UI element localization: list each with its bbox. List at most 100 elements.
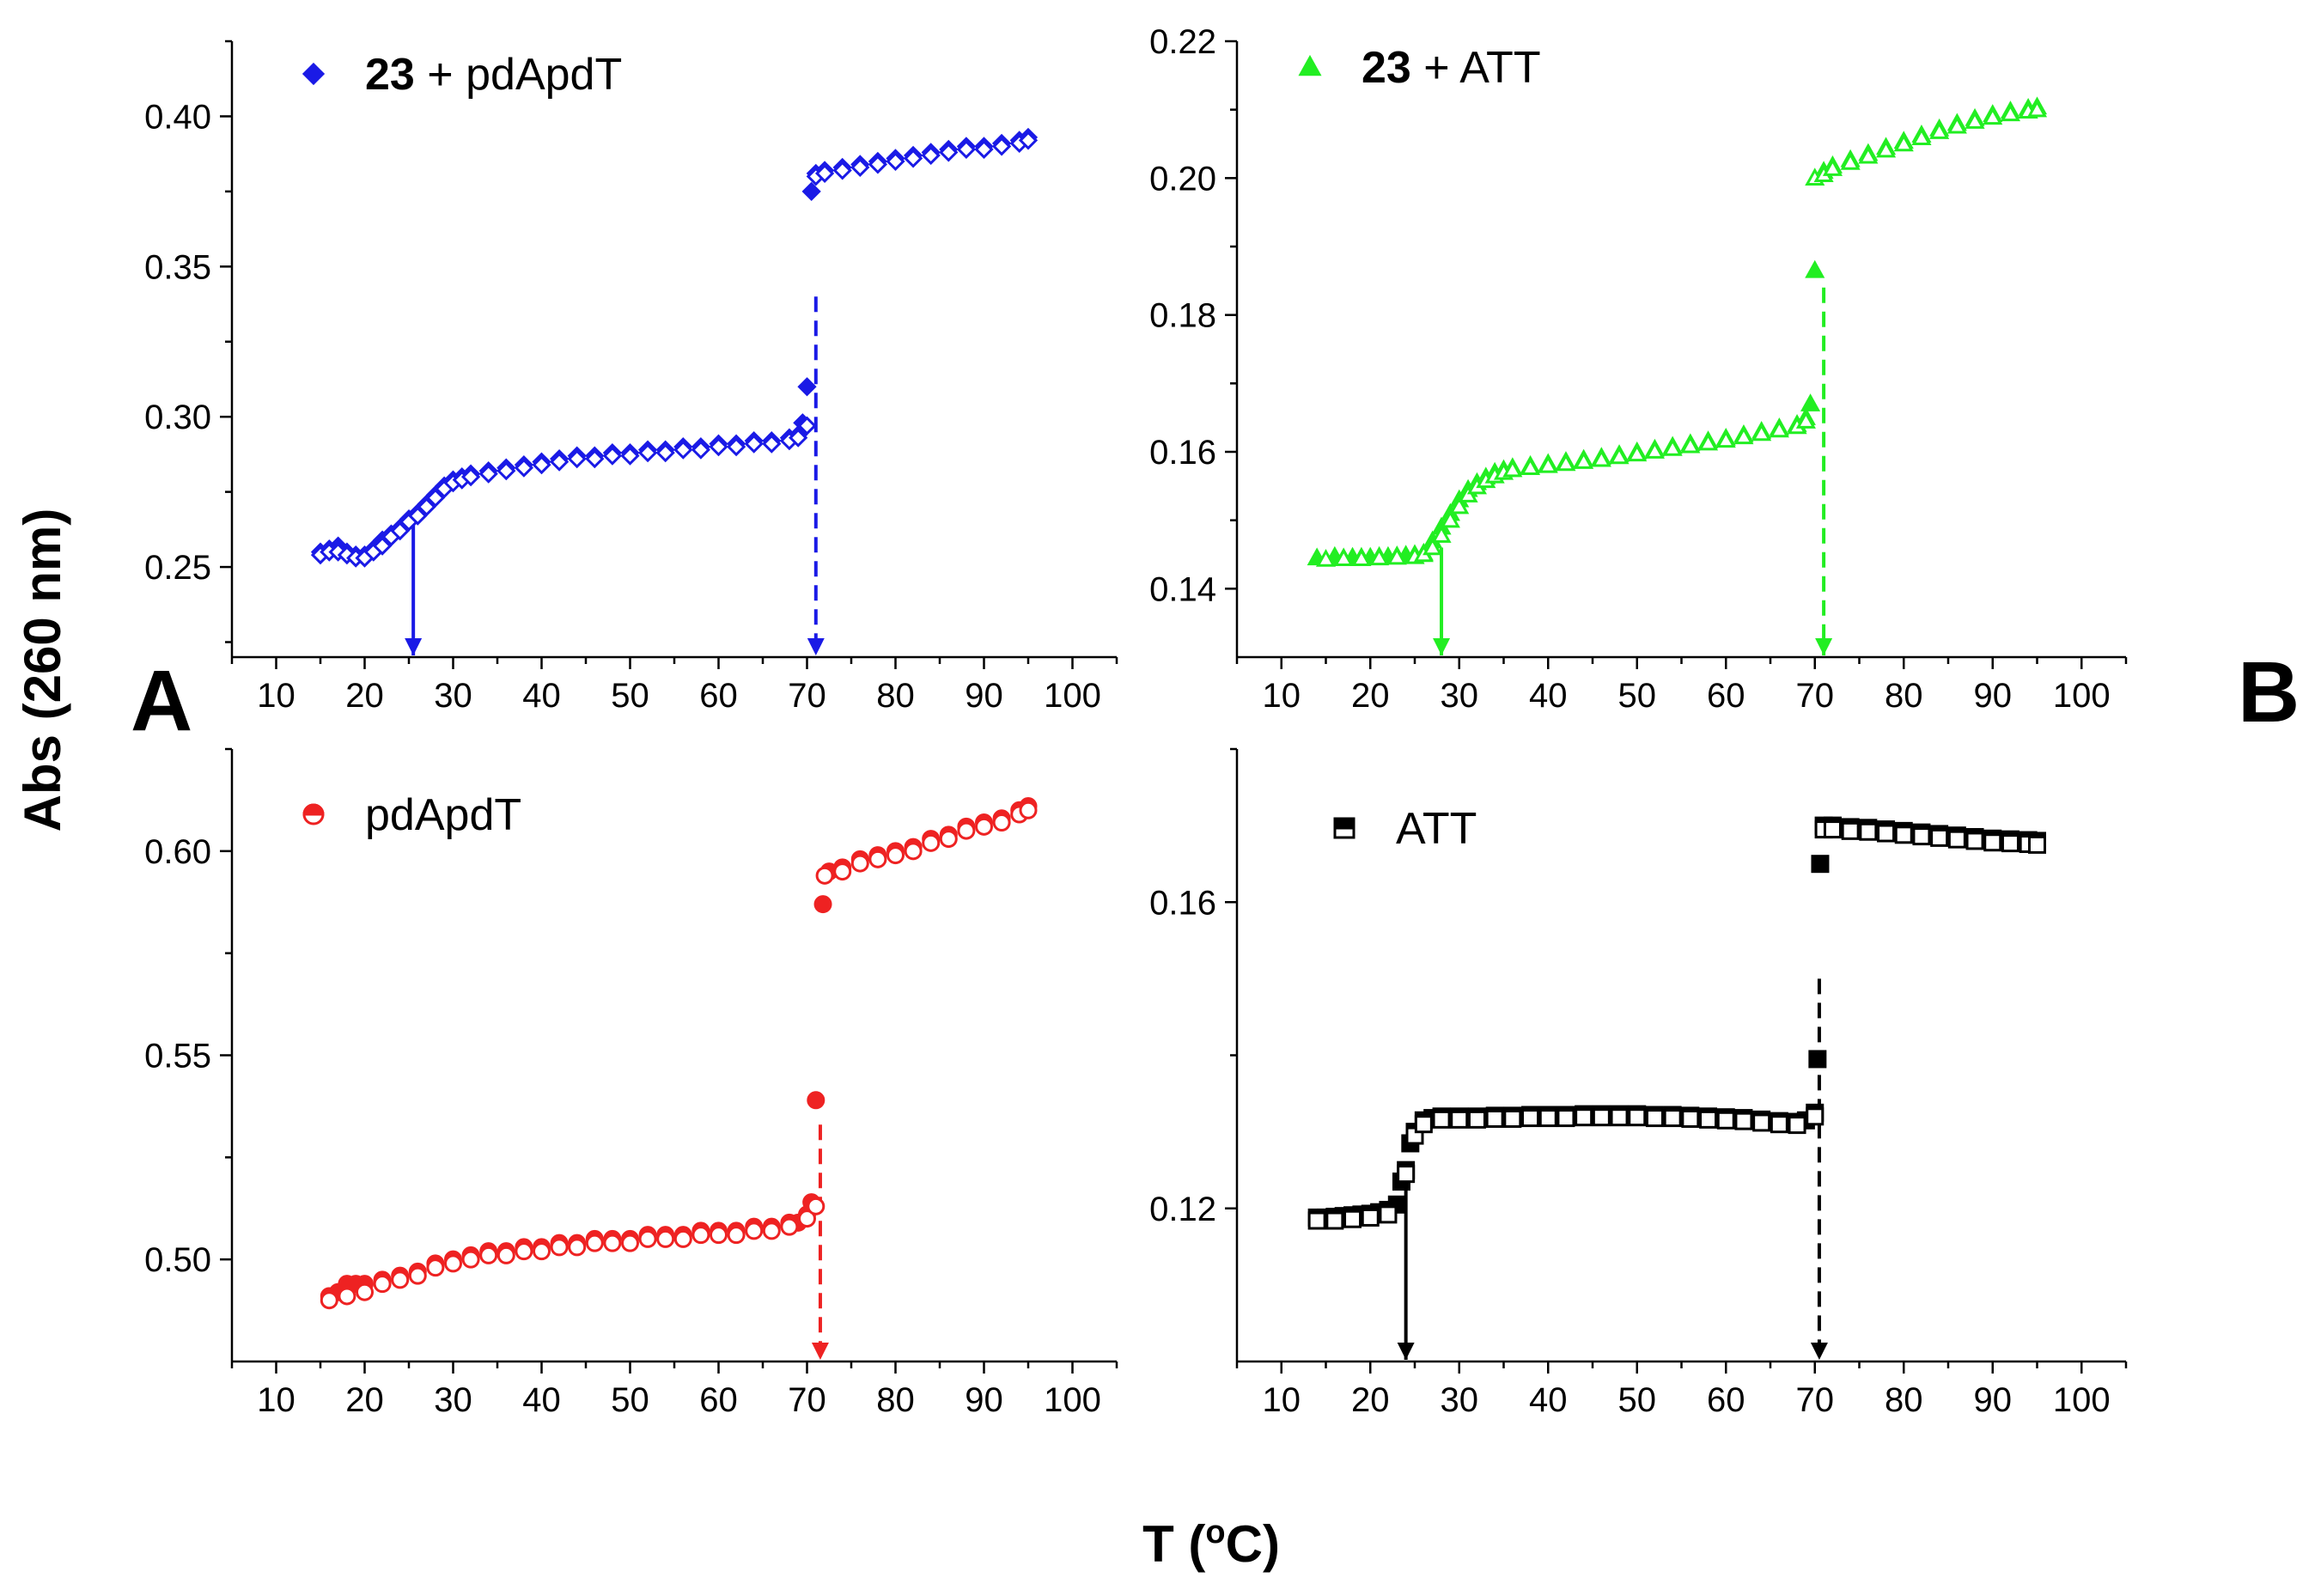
data-point — [1520, 457, 1541, 476]
y-tick-label: 0.55 — [144, 1038, 211, 1075]
data-point — [868, 155, 888, 174]
x-tick-label: 50 — [611, 1381, 649, 1419]
data-point — [1795, 411, 1816, 429]
data-point — [585, 1234, 604, 1252]
data-point — [1467, 1110, 1486, 1129]
series-filled — [1307, 96, 2048, 566]
data-point — [709, 437, 728, 457]
data-point — [815, 866, 834, 885]
y-tick-label: 0.40 — [144, 98, 211, 136]
data-point — [638, 1229, 657, 1248]
data-point — [904, 842, 923, 861]
data-point — [1911, 127, 1932, 146]
data-point — [426, 1258, 445, 1277]
data-point — [1752, 1113, 1771, 1132]
data-point — [620, 446, 640, 466]
x-tick-label: 100 — [1044, 1381, 1101, 1419]
data-point — [1823, 820, 1842, 839]
x-tick-label: 30 — [434, 677, 472, 715]
legend-bold-text: 23 — [365, 50, 415, 100]
x-tick-label: 40 — [522, 1381, 561, 1419]
data-point — [1840, 151, 1861, 170]
data-point — [1681, 1109, 1700, 1128]
legend-label: 23 + ATT — [1362, 43, 1541, 93]
legend-rest-text: pdApdT — [365, 790, 521, 840]
data-point — [1628, 1108, 1647, 1127]
series-filled — [320, 797, 1038, 1306]
data-point — [922, 833, 941, 852]
legend-label: 23 + pdApdT — [365, 50, 622, 100]
data-point — [957, 821, 976, 840]
x-tick-label: 90 — [1974, 1381, 2013, 1419]
data-point — [425, 488, 446, 508]
legend: pdApdT — [302, 790, 521, 840]
data-point — [408, 506, 428, 526]
x-tick-label: 50 — [611, 677, 649, 715]
data-point — [1894, 825, 1913, 844]
data-point — [1965, 111, 1985, 129]
data-point — [710, 1226, 728, 1245]
panel-bottom-right: 10 20 30 40 50 60 70 80 90 100 0.12 0.16 ATT — [1149, 747, 2128, 1419]
data-point — [1946, 115, 1967, 134]
data-point — [496, 461, 516, 481]
data-point — [1440, 509, 1460, 528]
legend-marker — [1333, 817, 1355, 839]
data-point — [1800, 393, 1821, 411]
y-axis-label: Abs (260 nm) — [14, 509, 71, 832]
data-point — [956, 139, 977, 160]
data-point — [1858, 145, 1879, 164]
data-point — [975, 817, 993, 836]
legend-marker — [302, 62, 326, 86]
series-open — [1315, 99, 2048, 567]
data-point — [726, 437, 746, 457]
x-tick-label: 100 — [1044, 677, 1101, 715]
data-point — [789, 428, 808, 448]
data-point — [585, 449, 605, 469]
data-point — [1983, 107, 2003, 125]
x-tick-label: 80 — [1885, 677, 1923, 715]
legend-label: ATT — [1396, 804, 1477, 854]
x-tick-label: 100 — [2053, 677, 2111, 715]
data-point — [1610, 1108, 1629, 1127]
x-tick-label: 20 — [1351, 677, 1390, 715]
data-point — [1386, 546, 1407, 565]
y-tick-label: 0.22 — [1149, 23, 1216, 61]
legend: 23 + ATT — [1298, 43, 1541, 93]
data-point — [373, 1275, 392, 1294]
x-tick-label: 70 — [788, 1381, 826, 1419]
x-tick-label: 30 — [1441, 677, 1479, 715]
x-tick-label: 60 — [1707, 677, 1745, 715]
data-point — [356, 1282, 374, 1301]
data-point — [691, 1226, 710, 1245]
x-axis-label-sup: o — [1205, 1514, 1225, 1550]
data-point — [814, 163, 835, 184]
data-point — [1662, 437, 1683, 456]
data-point — [1019, 801, 1038, 819]
y-tick-label: 0.30 — [144, 399, 211, 436]
data-point — [1609, 446, 1630, 465]
data-point — [1627, 443, 1648, 462]
data-point — [1307, 1211, 1326, 1230]
x-tick-label: 60 — [699, 677, 738, 715]
legend: ATT — [1333, 804, 1477, 854]
data-point — [780, 1217, 799, 1236]
data-point — [1397, 1165, 1416, 1184]
y-tick-label: 0.18 — [1149, 297, 1216, 335]
y-tick-label: 0.25 — [144, 549, 211, 587]
data-point — [1502, 459, 1523, 478]
data-point — [1715, 429, 1736, 448]
data-point — [727, 1226, 746, 1245]
data-point — [338, 1287, 356, 1306]
data-point — [1716, 1111, 1735, 1130]
x-tick-label: 10 — [257, 677, 295, 715]
x-tick-label: 90 — [965, 1381, 1003, 1419]
data-point — [549, 452, 570, 472]
data-point — [408, 1266, 427, 1285]
data-point — [1699, 1110, 1718, 1129]
data-point — [1698, 432, 1719, 451]
data-point — [1912, 827, 1931, 846]
legend-marker — [1298, 54, 1322, 76]
data-point — [460, 467, 481, 487]
data-point — [1592, 1108, 1611, 1127]
x-tick-label: 60 — [699, 1381, 738, 1419]
